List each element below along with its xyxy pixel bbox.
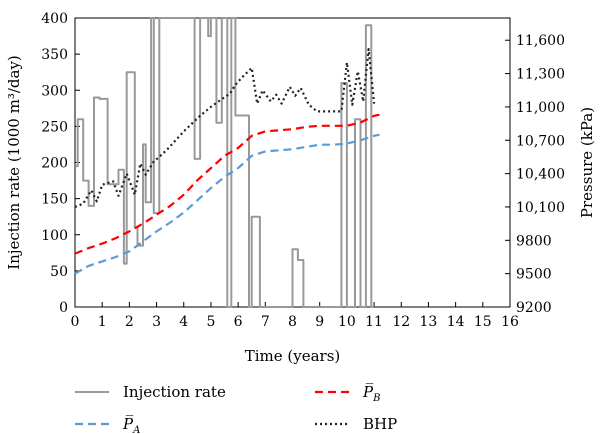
x-tick-label: 7 bbox=[261, 314, 270, 330]
x-tick-label: 8 bbox=[288, 314, 297, 330]
y-left-tick-label: 50 bbox=[50, 264, 68, 280]
y-left-tick-label: 350 bbox=[41, 47, 68, 63]
legend-label-2: P̅B bbox=[362, 382, 380, 404]
y-left-tick-label: 250 bbox=[41, 119, 68, 135]
x-tick-label: 10 bbox=[338, 314, 356, 330]
legend-label-1: P̅A bbox=[122, 414, 140, 434]
x-tick-label: 9 bbox=[315, 314, 324, 330]
x-tick-label: 11 bbox=[365, 314, 383, 330]
y-axis-left-title: Injection rate (1000 m³/day) bbox=[5, 55, 23, 270]
y-right-tick-label: 10,700 bbox=[516, 133, 565, 149]
y-right-tick-label: 10,400 bbox=[516, 167, 565, 183]
y-left-tick-label: 200 bbox=[41, 156, 68, 172]
x-tick-label: 16 bbox=[501, 314, 519, 330]
x-tick-label: 1 bbox=[98, 314, 107, 330]
y-right-tick-label: 9800 bbox=[516, 233, 552, 249]
x-tick-label: 12 bbox=[392, 314, 410, 330]
y-right-tick-label: 9500 bbox=[516, 267, 552, 283]
series-line-1 bbox=[74, 133, 380, 275]
legend-label-3: BHP bbox=[363, 415, 397, 433]
series-layer bbox=[74, 17, 380, 308]
x-tick-label: 15 bbox=[474, 314, 492, 330]
x-tick-label: 2 bbox=[125, 314, 134, 330]
y-right-tick-label: 10,100 bbox=[516, 200, 565, 216]
axes: 0 1 2 3 4 5 6 7 8 9 10 11 12 13 14 15 160501001502002503… bbox=[41, 11, 565, 330]
y-left-tick-label: 100 bbox=[41, 228, 68, 244]
y-left-tick-label: 400 bbox=[41, 11, 68, 27]
x-tick-label: 5 bbox=[206, 314, 215, 330]
y-left-tick-label: 150 bbox=[41, 192, 68, 208]
x-tick-label: 4 bbox=[179, 314, 188, 330]
x-axis-title: Time (years) bbox=[245, 347, 341, 365]
series-line-0 bbox=[75, 17, 375, 308]
y-right-tick-label: 11,300 bbox=[516, 67, 565, 83]
series-line-2 bbox=[74, 113, 380, 255]
y-left-tick-label: 300 bbox=[41, 83, 68, 99]
y-axis-right-title: Pressure (kPa) bbox=[578, 107, 596, 218]
x-tick-label: 14 bbox=[447, 314, 465, 330]
y-right-tick-label: 11,600 bbox=[516, 33, 565, 49]
x-tick-label: 3 bbox=[152, 314, 161, 330]
x-tick-label: 13 bbox=[420, 314, 438, 330]
x-tick-label: 6 bbox=[234, 314, 243, 330]
legend: Injection rate P̅A P̅B BHP bbox=[75, 382, 397, 434]
y-left-tick-label: 0 bbox=[59, 300, 68, 316]
legend-label-0: Injection rate bbox=[123, 383, 226, 401]
y-right-tick-label: 11,000 bbox=[516, 100, 565, 116]
x-tick-label: 0 bbox=[71, 314, 80, 330]
y-right-tick-label: 9200 bbox=[516, 300, 552, 316]
series-line-3 bbox=[74, 47, 376, 209]
